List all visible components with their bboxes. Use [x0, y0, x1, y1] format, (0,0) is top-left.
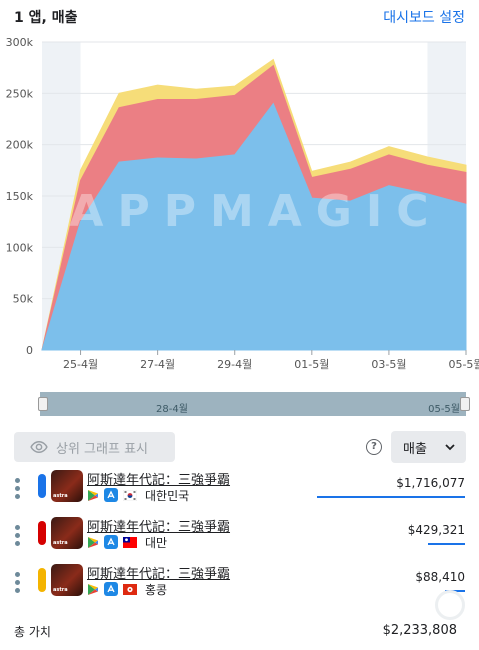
series-color-swatch [38, 521, 46, 545]
revenue-value: $429,321 [407, 523, 465, 537]
flag-kr-icon [123, 489, 137, 501]
app-name-link[interactable]: 阿斯達年代記：三強爭霸 [87, 473, 231, 488]
app-row: astra 阿斯達年代記：三強爭霸 홍콩 $88,410 [0, 564, 479, 610]
app-row: astra 阿斯達年代記：三強爭霸 대만 $429,321 [0, 517, 479, 563]
total-label: 총 가치 [14, 625, 51, 639]
google-play-icon [88, 583, 98, 595]
dashboard-settings-link[interactable]: 대시보드 설정 [383, 10, 465, 26]
decorative-circle [435, 590, 465, 620]
x-tick-label: 27-4월 [140, 358, 175, 371]
flag-tw-icon [123, 536, 137, 548]
google-play-icon [88, 536, 98, 548]
revenue-share-bar [317, 496, 465, 498]
chart-title: 1 앱, 매출 [14, 10, 78, 26]
chart-watermark: APPMAGIC [69, 186, 442, 237]
y-tick-label: 200k [6, 139, 34, 152]
revenue-value: $88,410 [415, 570, 465, 584]
drag-handle-icon[interactable] [15, 478, 21, 502]
metric-dropdown[interactable]: 매출 [391, 431, 466, 463]
y-tick-label: 100k [6, 241, 34, 254]
flag-hk-icon [123, 583, 137, 595]
store-platforms: 대한민국 [87, 488, 190, 503]
y-tick-label: 300k [6, 36, 34, 49]
y-tick-label: 50k [13, 293, 34, 306]
drag-handle-icon[interactable] [15, 525, 21, 549]
country-name: 대만 [145, 535, 168, 550]
app-name-link[interactable]: 阿斯達年代記：三強爭霸 [87, 567, 231, 582]
revenue-share-bar [428, 543, 465, 545]
series-color-swatch [38, 474, 46, 498]
show-top-graph-label: 상위 그래프 표시 [56, 441, 148, 457]
x-tick-label: 29-4월 [217, 358, 252, 371]
app-name-link[interactable]: 阿斯達年代記：三強爭霸 [87, 520, 231, 535]
app-icon[interactable]: astra [51, 564, 83, 596]
app-icon[interactable]: astra [51, 470, 83, 502]
show-top-graph-button[interactable]: 상위 그래프 표시 [14, 432, 175, 462]
app-icon-caption: astra [53, 540, 68, 546]
range-handle-end[interactable] [460, 397, 470, 411]
range-end-label: 05-5월 [428, 404, 460, 415]
series-color-swatch [38, 568, 46, 592]
google-play-icon [88, 489, 98, 501]
help-icon[interactable]: ? [366, 439, 382, 455]
chart-areas [41, 58, 467, 351]
x-tick-label: 03-5월 [371, 358, 406, 371]
y-tick-label: 0 [26, 344, 33, 357]
store-platforms: 대만 [87, 535, 168, 550]
drag-handle-icon[interactable] [15, 572, 21, 596]
country-name: 대한민국 [145, 488, 190, 503]
store-platforms: 홍콩 [87, 582, 168, 597]
chevron-down-icon [445, 444, 455, 451]
x-axis: 25-4월 27-4월 29-4월 01-5월 03-5월 05-5월 [63, 350, 479, 371]
metric-dropdown-label: 매출 [403, 441, 427, 457]
range-handle-start[interactable] [38, 397, 48, 411]
revenue-area-chart: 0 50k 100k 150k 200k 250k 300k 25-4월 27-4월 29-4월… [6, 36, 479, 371]
total-value: $2,233,808 [382, 623, 457, 638]
x-tick-label: 05-5월 [448, 358, 479, 371]
country-name: 홍콩 [145, 582, 168, 597]
app-store-icon [104, 582, 118, 596]
app-icon[interactable]: astra [51, 517, 83, 549]
y-tick-label: 150k [6, 190, 34, 203]
series-area-0 [41, 102, 467, 351]
range-start-label: 28-4월 [156, 404, 188, 415]
app-icon-caption: astra [53, 493, 68, 499]
x-tick-label: 01-5월 [294, 358, 329, 371]
range-track[interactable] [40, 392, 466, 416]
range-scroller[interactable]: 28-4월 05-5월 [38, 392, 470, 416]
app-store-icon [104, 488, 118, 502]
app-icon-caption: astra [53, 587, 68, 593]
y-axis: 0 50k 100k 150k 200k 250k 300k [6, 36, 34, 357]
revenue-value: $1,716,077 [396, 476, 465, 490]
app-row: astra 阿斯達年代記：三強爭霸 대한민국 $1,716,077 [0, 470, 479, 516]
total-row: 총 가치 $2,233,808 [0, 620, 479, 644]
x-tick-label: 25-4월 [63, 358, 98, 371]
chart-header: 1 앱, 매출 대시보드 설정 [0, 0, 479, 34]
app-store-icon [104, 535, 118, 549]
eye-icon [30, 440, 48, 454]
y-tick-label: 250k [6, 87, 34, 100]
